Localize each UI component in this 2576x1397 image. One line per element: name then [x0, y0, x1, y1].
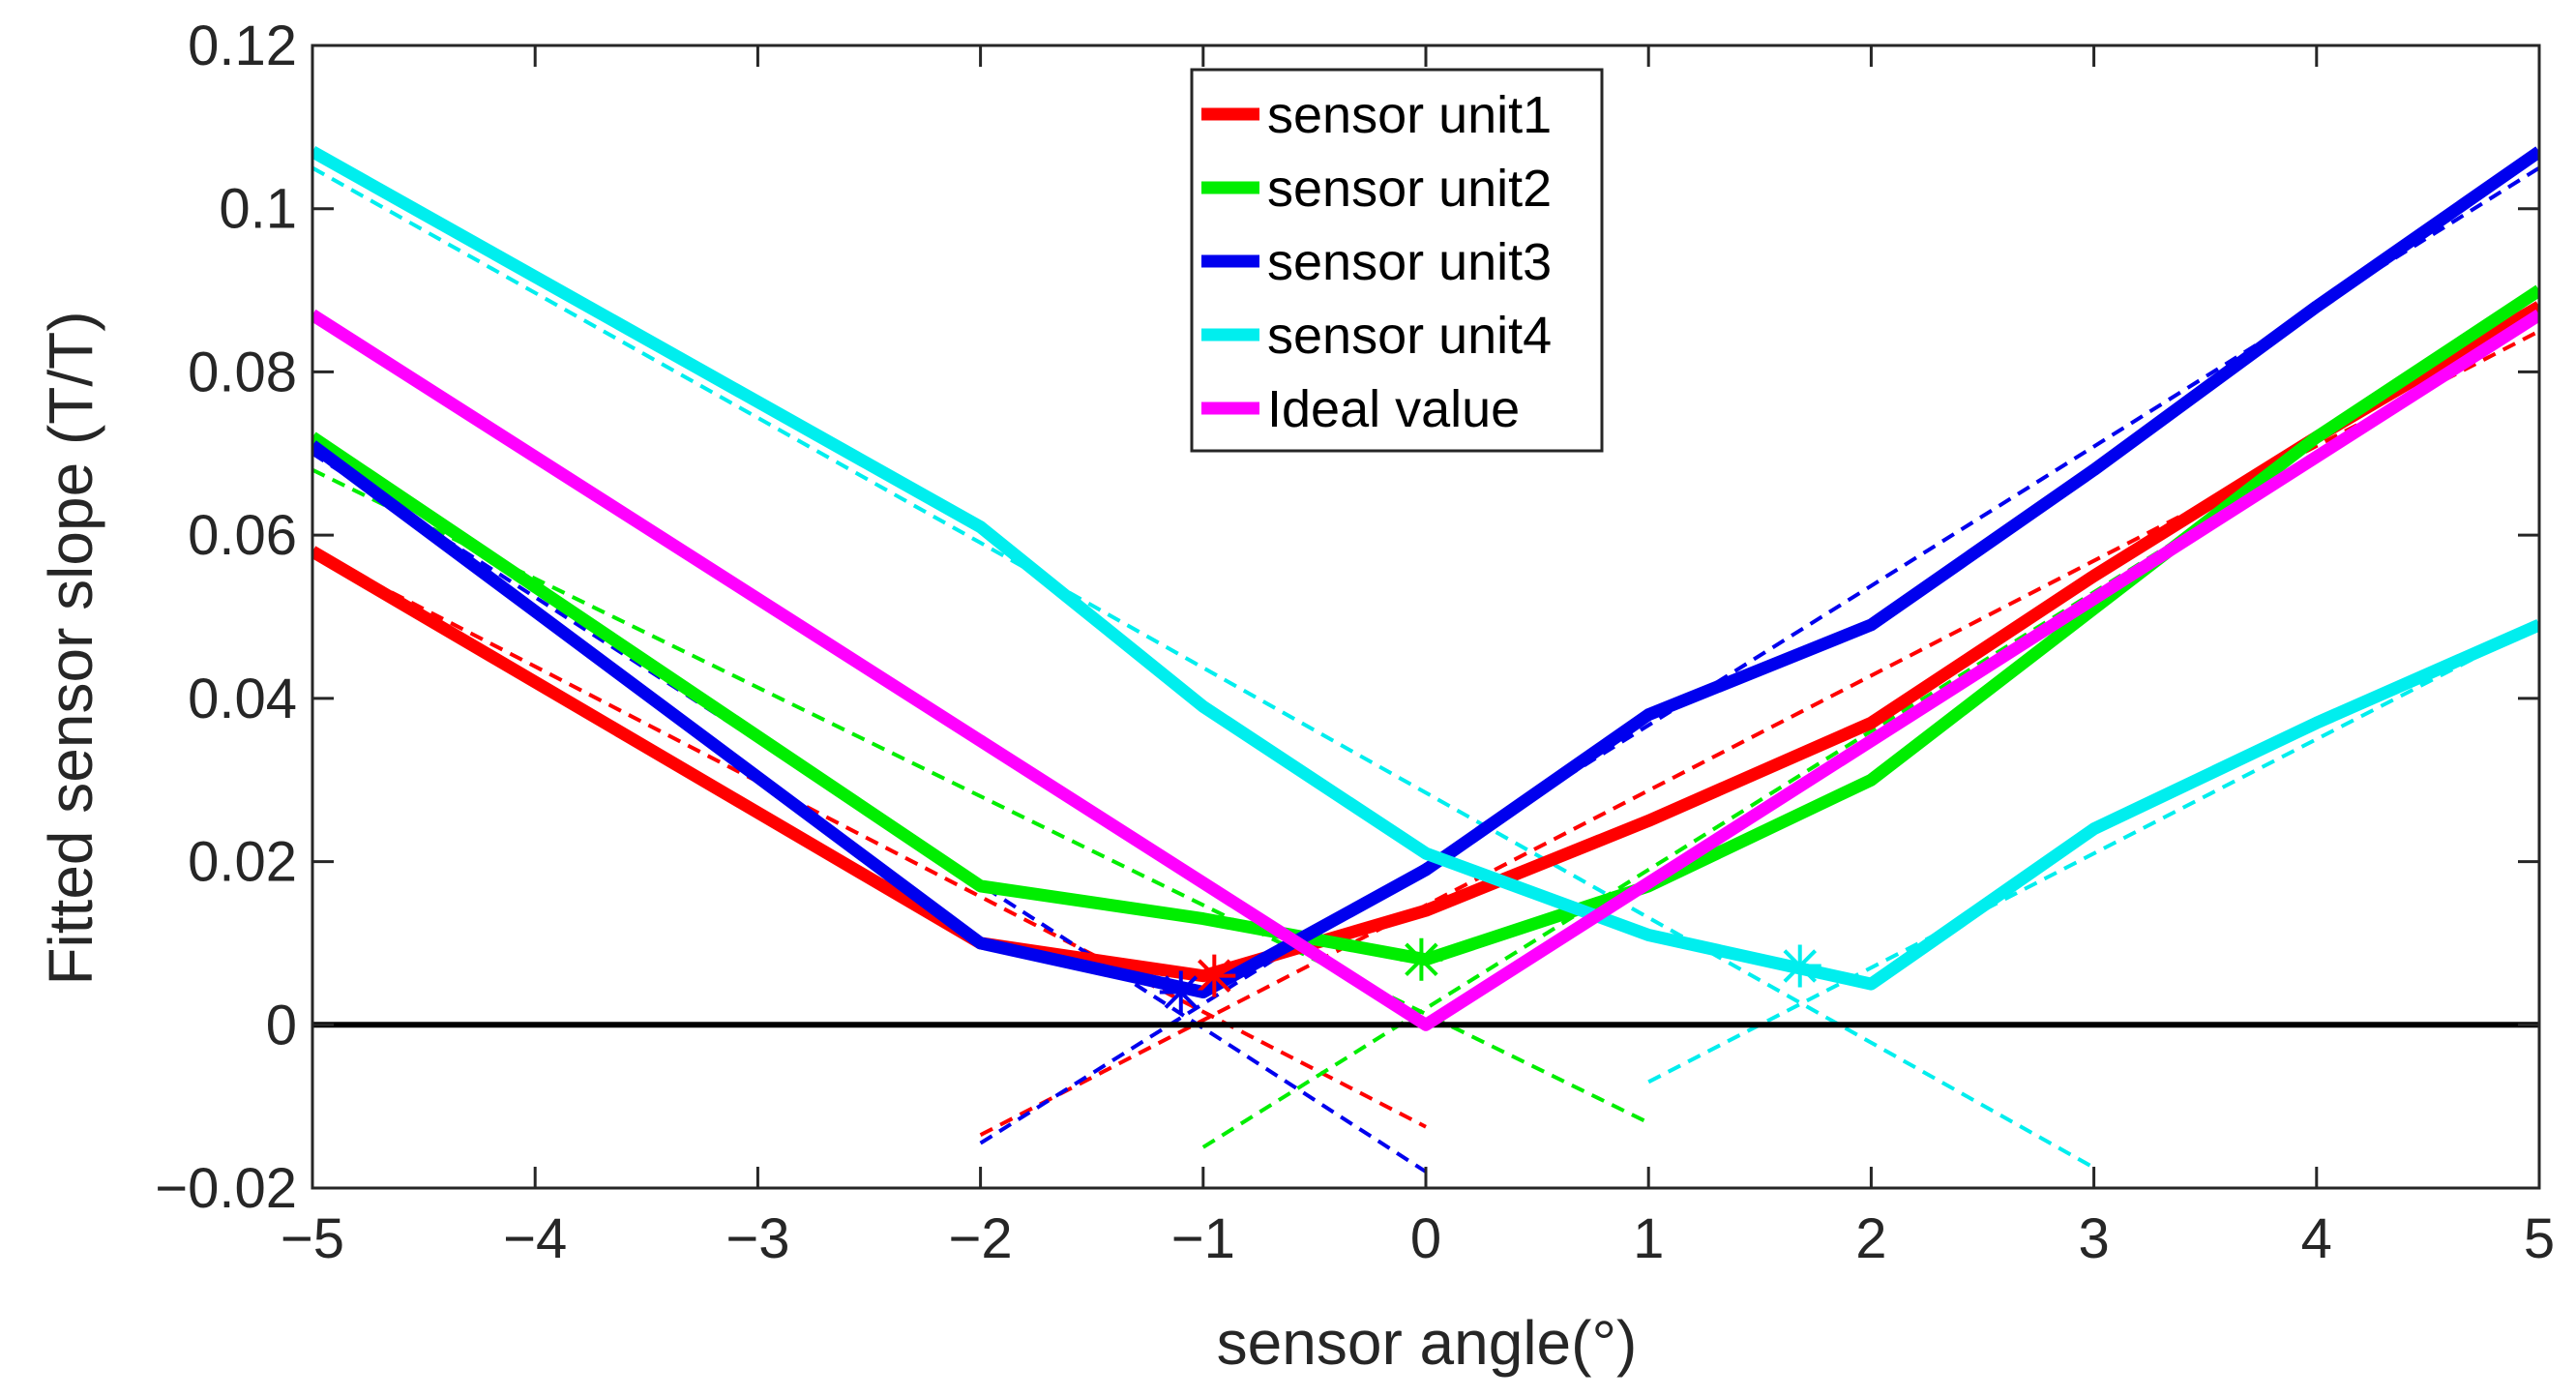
plot-area	[312, 146, 2539, 1174]
y-tick-label: 0.1	[219, 178, 297, 241]
series-line-5	[312, 309, 2539, 1031]
fit-line-7	[312, 165, 2095, 1170]
fit-line-1	[312, 550, 1427, 1129]
x-tick-label: −4	[503, 1207, 567, 1270]
x-tick-label: 3	[2078, 1207, 2109, 1270]
legend-label: sensor unit4	[1267, 307, 1552, 365]
fit-line-8	[1647, 623, 2539, 1085]
y-tick-label: 0.02	[188, 831, 297, 894]
legend: sensor unit1 sensor unit2 sensor unit3 sens…	[1190, 68, 1604, 453]
y-tick-label: 0	[266, 994, 297, 1056]
y-axis-label: Fitted sensor slope (T/T)	[36, 311, 105, 985]
legend-box	[1190, 68, 1604, 453]
legend-label: sensor unit1	[1267, 86, 1552, 144]
minimum-marker-1	[1193, 954, 1236, 997]
minimum-marker-4	[1778, 944, 1821, 988]
axes	[311, 44, 2541, 1190]
series-line-4	[312, 146, 2539, 991]
x-tick-label: 4	[2301, 1207, 2332, 1270]
x-tick-label: −3	[725, 1207, 789, 1270]
y-tick-label: 0.06	[188, 504, 297, 567]
x-tick-label: 5	[2524, 1207, 2555, 1270]
x-tick-label: 0	[1410, 1207, 1441, 1270]
marker-stroke	[1783, 949, 1817, 983]
marker-stroke	[1405, 942, 1438, 977]
y-tick-label: 0.08	[188, 341, 297, 403]
y-tick-label: 0.12	[188, 15, 297, 77]
series-line-3	[312, 146, 2539, 998]
fit-line-4	[1201, 312, 2539, 1149]
marker-stroke	[1164, 975, 1199, 1009]
y-tick-label: −0.02	[155, 1157, 297, 1220]
y-tick-label: 0.04	[188, 668, 297, 730]
x-tick-label: 2	[1855, 1207, 1886, 1270]
legend-label: sensor unit2	[1267, 160, 1552, 218]
minimum-marker-3	[1159, 970, 1202, 1014]
minimum-marker-2	[1400, 937, 1443, 981]
x-tick-label: −1	[1171, 1207, 1235, 1270]
x-tick-label: 1	[1633, 1207, 1664, 1270]
x-axis-label: sensor angle(°)	[1217, 1308, 1638, 1378]
legend-label: sensor unit3	[1267, 233, 1552, 291]
marker-stroke	[1198, 959, 1231, 993]
fit-line-2	[979, 329, 2539, 1137]
x-tick-label: −5	[281, 1207, 344, 1270]
tick-labels: −5 −4 −3 −2 −1 0 1 2 3 4 5 −0.02 0 0.02 0.04 0.06 0.08 0.…	[155, 15, 2555, 1270]
fit-line-3	[312, 467, 1650, 1125]
fit-line-6	[979, 165, 2539, 1145]
x-tick-label: −2	[949, 1207, 1013, 1270]
legend-label: Ideal value	[1267, 380, 1520, 438]
